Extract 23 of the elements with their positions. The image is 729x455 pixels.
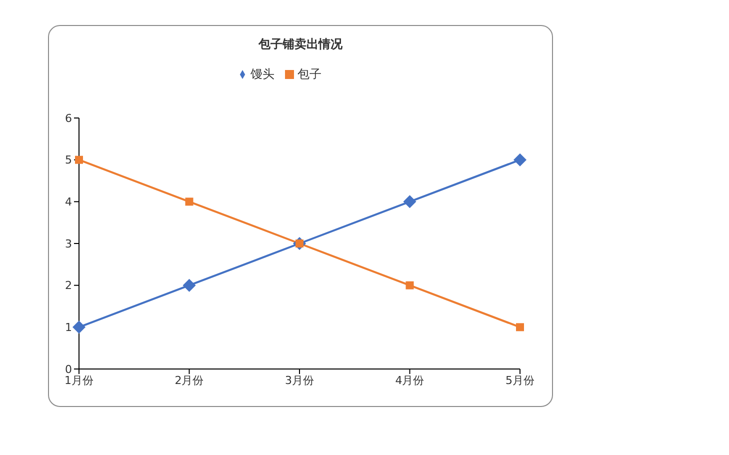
x-tick-label: 3月份	[285, 374, 314, 387]
point	[182, 278, 196, 292]
legend-label: 包子	[298, 67, 322, 81]
point	[514, 153, 526, 166]
point	[516, 323, 524, 332]
y-tick-label: 6	[65, 112, 72, 125]
legend-label: 馒头	[250, 67, 274, 81]
x-tick-label: 4月份	[395, 374, 424, 387]
point	[72, 320, 86, 334]
y-tick-label: 1	[65, 321, 72, 334]
y-tick-label: 3	[65, 237, 72, 250]
x-tick-label: 1月份	[64, 374, 94, 387]
y-tick-label: 5	[65, 154, 72, 167]
y-tick-label: 2	[65, 279, 72, 292]
point	[185, 198, 194, 206]
point	[406, 281, 414, 290]
x-tick-label: 2月份	[174, 374, 204, 387]
point	[403, 195, 416, 208]
y-tick-label: 4	[65, 196, 72, 209]
y-tick-label: 0	[65, 362, 72, 376]
chart-title: 包子铺卖出情况	[257, 36, 344, 53]
x-tick-label: 5月份	[506, 374, 534, 387]
point	[75, 156, 83, 164]
